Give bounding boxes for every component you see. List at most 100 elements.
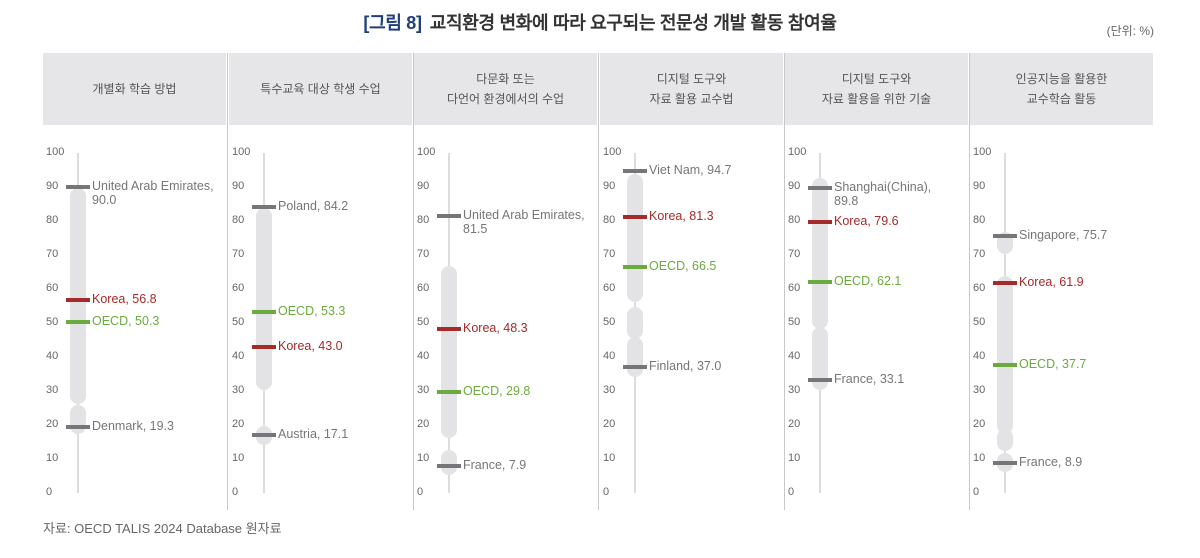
max-marker — [623, 169, 647, 174]
axis-tick-label: 50 — [973, 316, 986, 328]
min-marker — [66, 425, 90, 430]
panel-header: 다문화 또는 다언어 환경에서의 수업 — [414, 53, 597, 125]
axis-tick-label: 0 — [603, 486, 610, 498]
axis-tick-label: 0 — [417, 486, 424, 498]
axis-tick-label: 80 — [46, 214, 59, 226]
axis-tick-label: 80 — [417, 214, 430, 226]
axis-tick-label: 60 — [46, 282, 59, 294]
axis-tick-label: 0 — [46, 486, 53, 498]
axis-tick-label: 90 — [46, 180, 59, 192]
axis-tick-label: 50 — [232, 316, 245, 328]
panel-header: 인공지능을 활용한 교수학습 활동 — [970, 53, 1153, 125]
axis-tick-label: 90 — [232, 180, 245, 192]
max-label: United Arab Emirates, 90.0 — [92, 179, 214, 207]
country-dots — [997, 429, 1013, 452]
max-label: Singapore, 75.7 — [1019, 227, 1108, 242]
country-dots — [256, 208, 272, 391]
axis-tick-label: 10 — [788, 452, 801, 464]
korea-marker — [993, 280, 1017, 285]
axis-tick-label: 90 — [973, 180, 986, 192]
max-marker — [252, 204, 276, 209]
column-divider — [413, 53, 414, 510]
axis-tick-label: 20 — [603, 418, 616, 430]
axis-tick-label: 80 — [973, 214, 986, 226]
axis-tick-label: 60 — [603, 282, 616, 294]
chart-panel: 특수교육 대상 학생 수업 100 90 80 70 60 50 40 30 20 10 0 Polan… — [229, 53, 414, 510]
axis-tick-label: 20 — [232, 418, 245, 430]
axis-tick-label: 30 — [603, 384, 616, 396]
korea-marker — [808, 220, 832, 225]
oecd-label: OECD, 29.8 — [463, 383, 531, 398]
axis-tick-label: 10 — [603, 452, 616, 464]
korea-label: Korea, 81.3 — [649, 208, 714, 223]
country-dots — [627, 174, 643, 302]
max-label: United Arab Emirates, 81.5 — [463, 207, 585, 236]
axis-tick-label: 10 — [232, 452, 245, 464]
axis-tick-label: 40 — [603, 350, 616, 362]
axis-tick-label: 80 — [788, 214, 801, 226]
axis-tick-label: 100 — [973, 146, 992, 158]
oecd-label: OECD, 37.7 — [1019, 356, 1087, 371]
axis-tick-label: 80 — [232, 214, 245, 226]
oecd-label: OECD, 53.3 — [278, 303, 346, 318]
axis-tick-label: 30 — [788, 384, 801, 396]
axis-tick-label: 20 — [973, 418, 986, 430]
oecd-marker — [623, 264, 647, 269]
axis-tick-label: 40 — [417, 350, 430, 362]
axis-tick-label: 30 — [417, 384, 430, 396]
panel-header: 디지털 도구와 자료 활용 교수법 — [600, 53, 783, 125]
axis-tick-label: 10 — [417, 452, 430, 464]
axis-tick-label: 20 — [417, 418, 430, 430]
axis-tick-label: 50 — [46, 316, 59, 328]
oecd-label: OECD, 62.1 — [834, 273, 902, 288]
korea-marker — [66, 297, 90, 302]
max-label: Shanghai(China), 89.8 — [834, 179, 932, 208]
oecd-label: OECD, 66.5 — [649, 258, 717, 273]
country-dots — [812, 327, 828, 391]
min-label: France, 33.1 — [834, 372, 905, 387]
axis-tick-label: 30 — [232, 384, 245, 396]
axis-tick-label: 70 — [603, 248, 616, 260]
korea-label: Korea, 61.9 — [1019, 274, 1084, 289]
axis-tick-label: 0 — [232, 486, 239, 498]
axis-tick-label: 100 — [417, 146, 436, 158]
min-label: Austria, 17.1 — [278, 426, 349, 441]
axis-tick-label: 0 — [788, 486, 795, 498]
axis-tick-label: 50 — [788, 316, 801, 328]
country-dots — [812, 177, 828, 329]
unit-label: (단위: %) — [1106, 24, 1154, 38]
axis-tick-label: 40 — [46, 350, 59, 362]
min-label: Denmark, 19.3 — [92, 419, 174, 434]
axis-tick-label: 60 — [417, 282, 430, 294]
column-divider — [784, 53, 785, 510]
axis-tick-label: 30 — [973, 384, 986, 396]
max-marker — [437, 213, 461, 218]
max-marker — [808, 185, 832, 190]
max-marker — [66, 185, 90, 189]
axis-tick-label: 70 — [232, 248, 245, 260]
axis-tick-label: 70 — [788, 248, 801, 260]
axis-tick-label: 50 — [417, 316, 430, 328]
axis-tick-label: 50 — [603, 316, 616, 328]
axis-tick-label: 90 — [788, 180, 801, 192]
oecd-marker — [252, 309, 276, 314]
min-label: France, 8.9 — [1019, 454, 1083, 469]
axis-tick-label: 70 — [973, 248, 986, 260]
min-label: Finland, 37.0 — [649, 359, 722, 374]
axis-tick-label: 40 — [788, 350, 801, 362]
axis-tick-label: 100 — [46, 146, 65, 158]
axis-tick-label: 0 — [973, 486, 980, 498]
min-marker — [993, 460, 1017, 465]
oecd-marker — [993, 362, 1017, 367]
min-marker — [623, 365, 647, 370]
chart-panel: 인공지능을 활용한 교수학습 활동 100 90 80 70 60 50 40 30 20 10 0 S… — [970, 53, 1153, 510]
min-marker — [808, 378, 832, 383]
axis-tick-label: 30 — [46, 384, 59, 396]
axis-tick-label: 10 — [46, 452, 59, 464]
column-divider — [598, 53, 599, 510]
panel-header: 특수교육 대상 학생 수업 — [229, 53, 412, 125]
country-dots — [997, 412, 1013, 435]
max-marker — [993, 233, 1017, 238]
axis-tick-label: 20 — [46, 418, 59, 430]
country-dots — [997, 276, 1013, 425]
